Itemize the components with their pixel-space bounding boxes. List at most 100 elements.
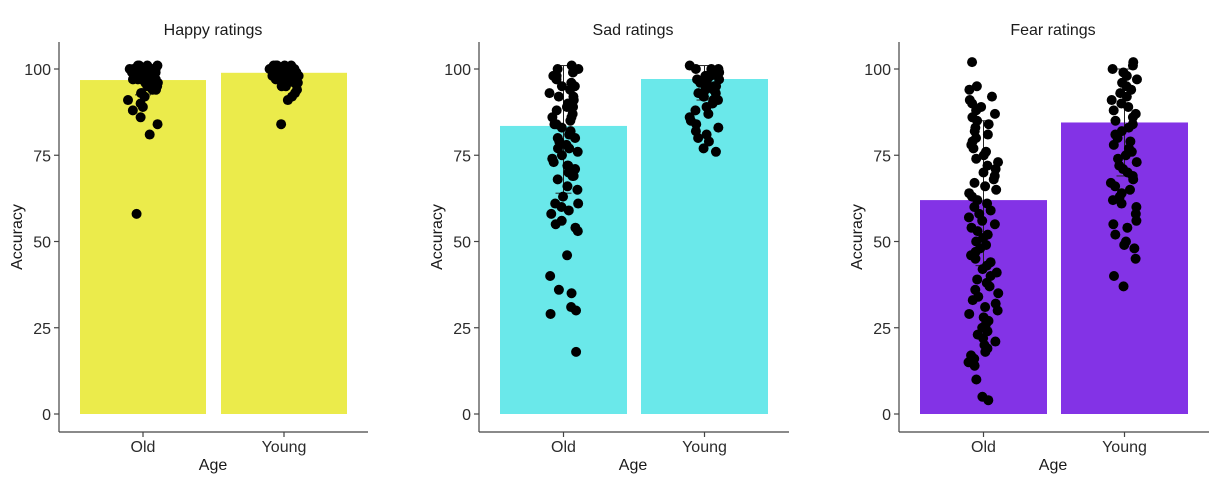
data-point [1107, 64, 1118, 74]
y-axis-label: Accuracy [849, 204, 866, 270]
data-point [985, 205, 996, 216]
chart-title: Happy ratings [164, 22, 263, 39]
data-point [569, 81, 580, 92]
y-tick-label: 0 [42, 407, 51, 424]
data-point [969, 177, 980, 188]
data-point [693, 133, 704, 143]
data-point [1108, 105, 1119, 116]
data-point [983, 119, 994, 130]
data-point [1116, 198, 1127, 209]
data-point [275, 74, 286, 85]
data-point [710, 146, 721, 157]
y-tick-label: 0 [462, 407, 471, 424]
data-point [983, 395, 994, 406]
data-point [566, 288, 577, 299]
chart-title: Fear ratings [1010, 22, 1095, 39]
data-point [143, 74, 154, 85]
data-point [135, 112, 146, 123]
data-point [123, 95, 134, 106]
data-point [972, 226, 983, 237]
data-point [1127, 112, 1138, 123]
x-tick-label: Young [682, 439, 727, 456]
data-point [969, 360, 980, 371]
data-point [1119, 239, 1130, 250]
data-point [711, 81, 722, 92]
data-point [137, 101, 148, 112]
data-point [131, 67, 142, 78]
data-point [991, 184, 1002, 195]
y-tick-label: 25 [873, 321, 891, 338]
data-point [989, 108, 1000, 119]
y-tick-label: 100 [444, 62, 471, 79]
data-point [562, 181, 573, 192]
data-point [988, 174, 999, 185]
data-point [146, 64, 157, 74]
x-tick-label: Old [551, 439, 576, 456]
data-point [705, 70, 716, 81]
data-point [1131, 74, 1142, 85]
data-point [1127, 60, 1138, 71]
data-point [570, 133, 581, 143]
data-point [1108, 139, 1119, 150]
data-point [545, 308, 556, 319]
data-point [1110, 229, 1121, 240]
data-point [1107, 195, 1118, 206]
data-point [571, 305, 582, 316]
data-point [136, 88, 147, 99]
data-point [572, 226, 583, 237]
x-axis-label: Age [199, 457, 228, 474]
data-point [572, 146, 583, 157]
y-tick-label: 75 [33, 148, 51, 165]
data-point [690, 105, 701, 116]
y-tick-label: 100 [864, 62, 891, 79]
data-point [703, 108, 714, 119]
data-point [967, 57, 978, 68]
data-point [1120, 150, 1131, 161]
data-point [127, 105, 138, 116]
data-point [1110, 181, 1121, 192]
data-point [971, 153, 982, 164]
data-point [550, 198, 561, 209]
data-point [565, 115, 576, 126]
data-point [990, 336, 1001, 347]
data-point [978, 167, 989, 178]
y-tick-label: 75 [453, 148, 471, 165]
data-point [571, 346, 582, 357]
y-axis-label: Accuracy [429, 204, 446, 270]
data-point [1118, 281, 1129, 292]
data-point [703, 136, 714, 147]
data-point [980, 346, 991, 357]
x-tick-label: Young [262, 439, 307, 456]
data-point [971, 81, 982, 92]
data-point [558, 191, 569, 202]
data-point [1131, 157, 1142, 168]
y-tick-label: 50 [873, 235, 891, 252]
data-point [1122, 222, 1133, 233]
data-point [992, 305, 1003, 316]
data-point [151, 84, 162, 95]
data-point [572, 184, 583, 195]
data-point [276, 119, 287, 130]
bar-old [80, 80, 206, 414]
data-point [564, 143, 575, 154]
data-point [982, 129, 993, 140]
data-point [984, 281, 995, 292]
data-point [561, 101, 572, 112]
data-point [978, 150, 989, 161]
data-point [970, 253, 981, 264]
y-tick-label: 25 [33, 321, 51, 338]
data-point [969, 202, 980, 212]
x-tick-label: Old [971, 439, 996, 456]
data-point [144, 129, 155, 140]
chart-title: Sad ratings [593, 22, 674, 39]
x-axis-label: Age [1039, 457, 1068, 474]
data-point [271, 64, 282, 74]
data-point [964, 308, 975, 319]
data-point [1129, 243, 1140, 254]
data-point [548, 70, 559, 81]
data-point [1108, 271, 1119, 281]
data-point [698, 143, 709, 154]
data-point [1124, 184, 1135, 195]
